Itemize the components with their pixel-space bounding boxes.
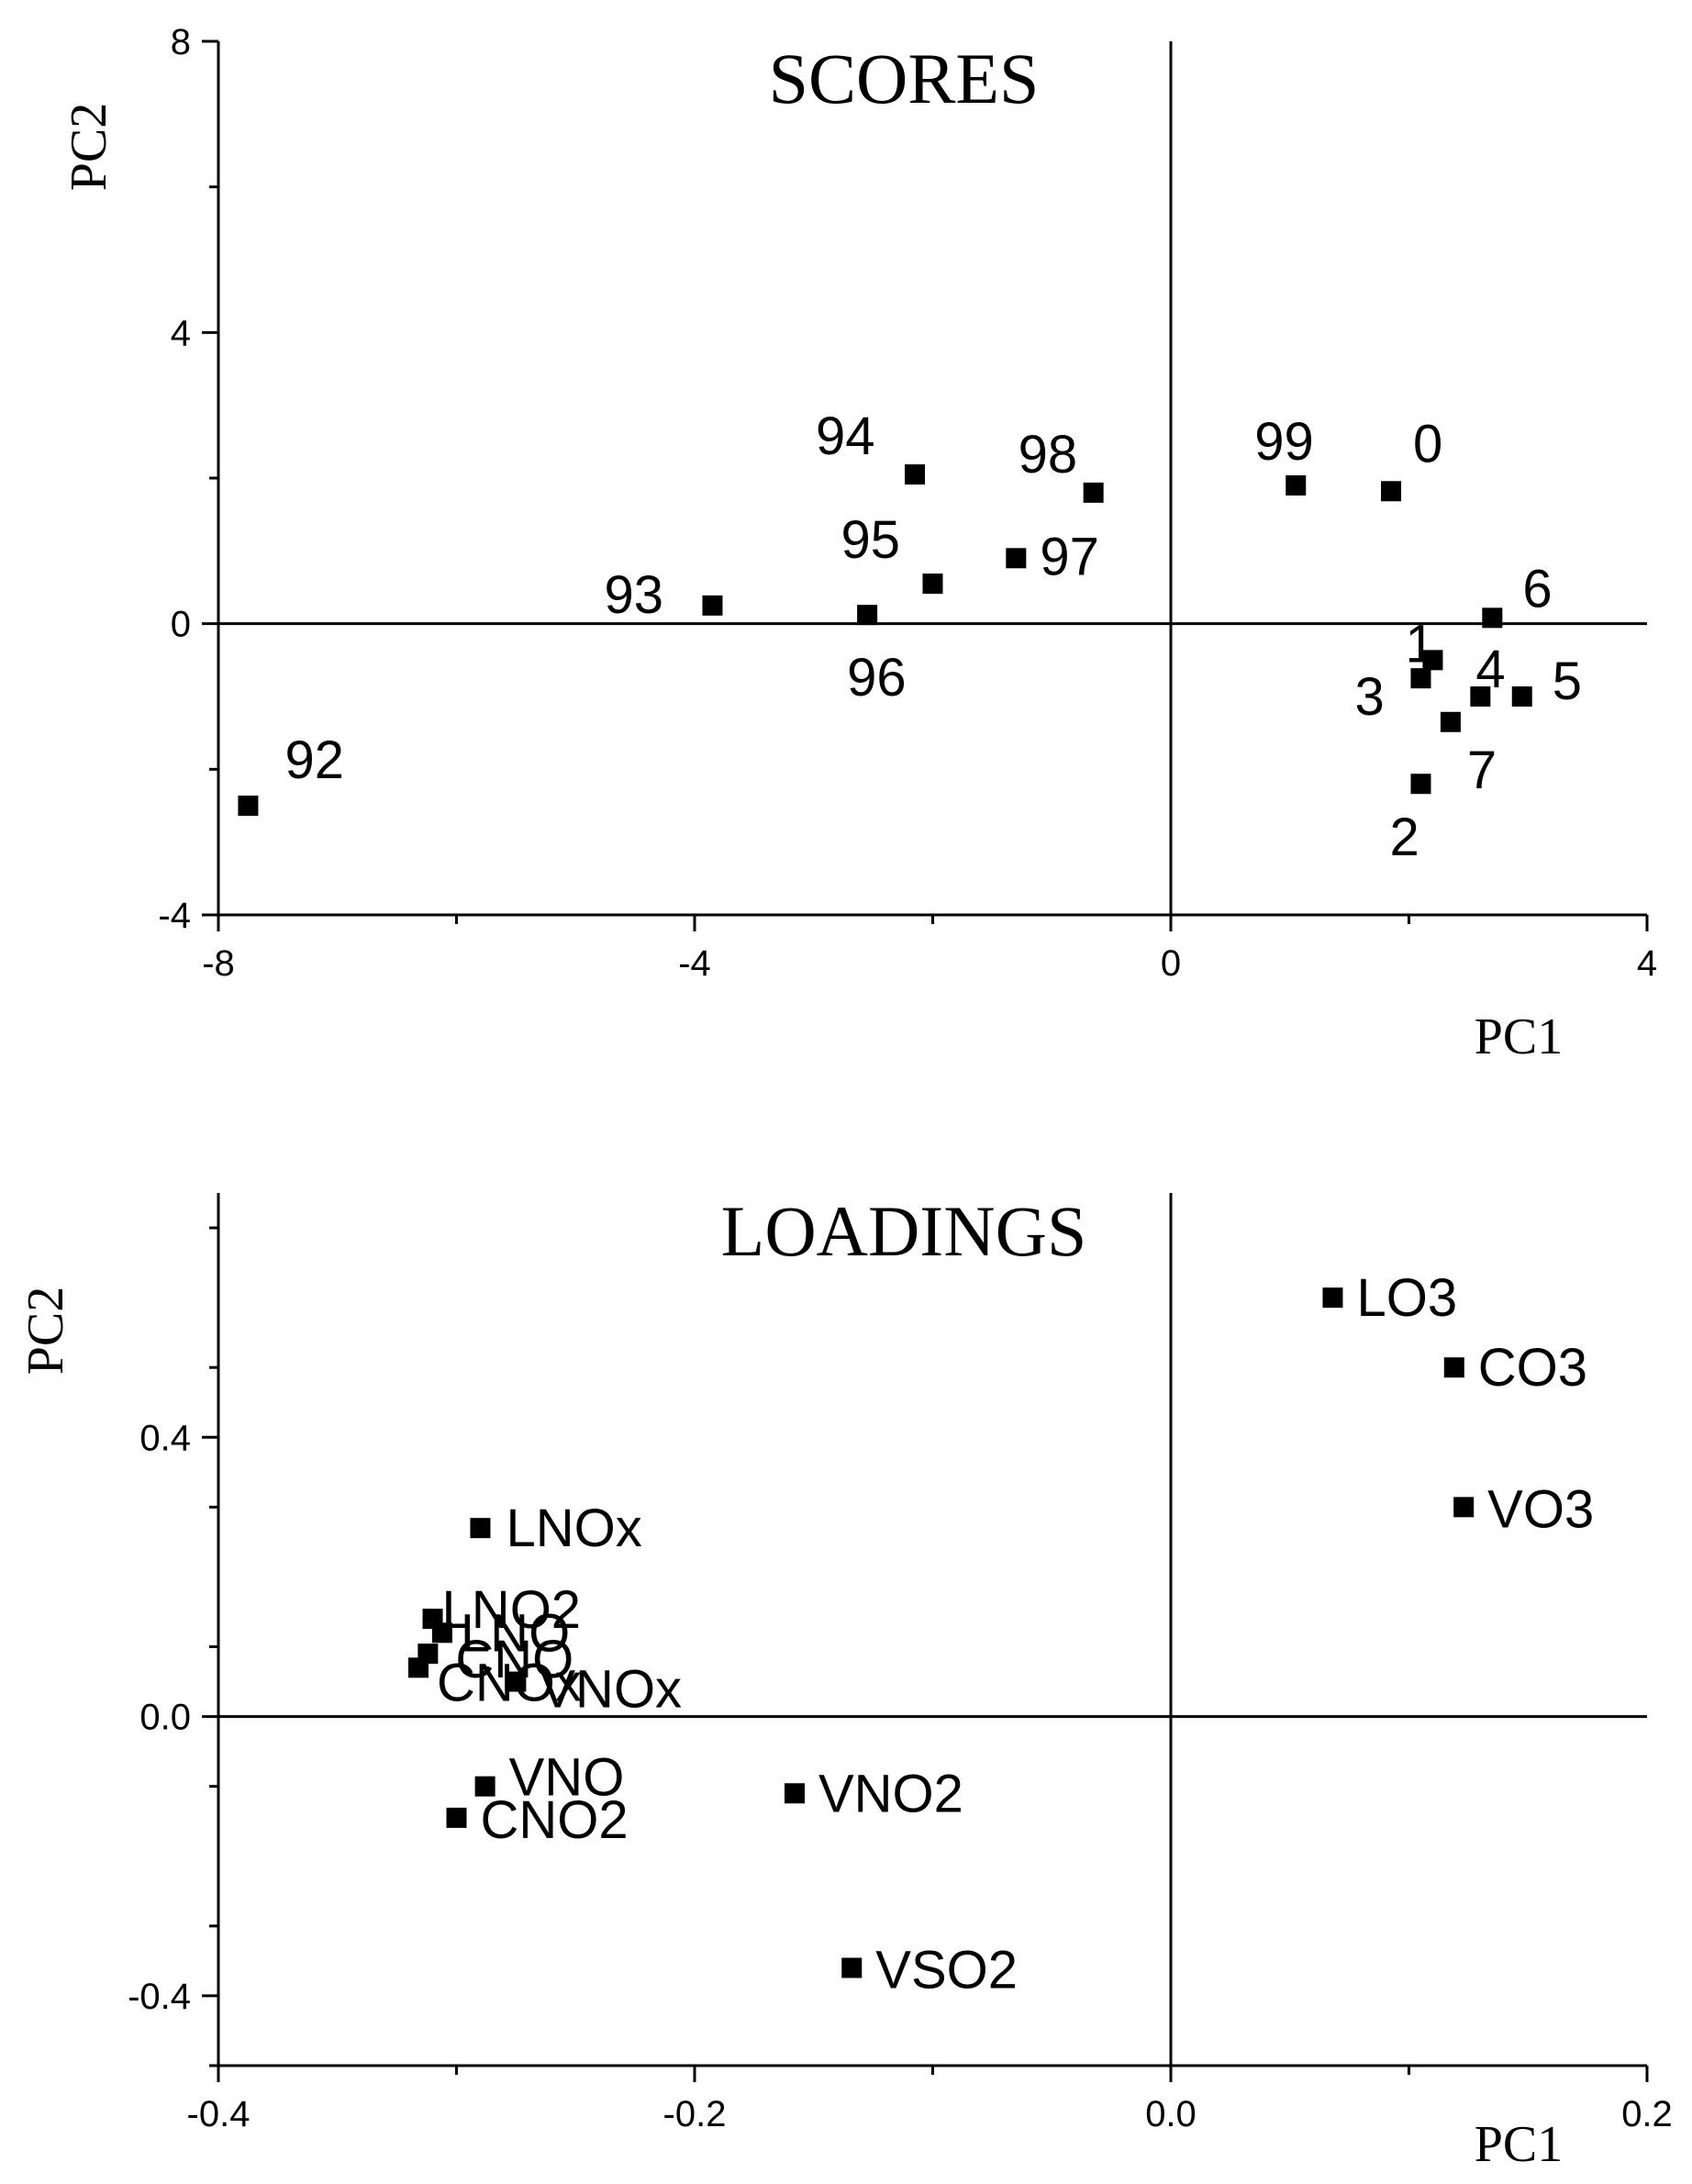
scores-x-axis-title: PC1 (1475, 1008, 1564, 1065)
scores-point-96 (857, 605, 878, 626)
scores-point-label-5: 5 (1553, 652, 1582, 711)
loadings-x-axis-title: PC1 (1475, 2116, 1564, 2173)
scores-point-0 (1381, 481, 1402, 502)
scores-point-label-92: 92 (284, 730, 344, 790)
loadings-point-LO3 (1322, 1287, 1343, 1309)
scores-point-3 (1410, 668, 1431, 689)
scores-y-tick-label: 0 (171, 605, 191, 645)
scores-point-label-99: 99 (1254, 412, 1314, 472)
loadings-point-label-VSO2: VSO2 (875, 1940, 1018, 2000)
loadings-point-label-LNO: LNO (461, 1603, 570, 1663)
loadings-panel: -0.4 -0.2 0.0 0.2 -0.4 0.0 0.4 LO3 CO3 VO3 LNOx LN… (17, 1191, 1673, 2173)
loadings-points: LO3CO3VO3LNOxLNO2LNOCNOCNOxVNOxVNOCNO2VN… (407, 1268, 1594, 2000)
scores-x-tick-label: 0 (1161, 943, 1181, 984)
scores-point-2 (1410, 774, 1431, 795)
loadings-y-axis-title: PC2 (17, 1287, 74, 1376)
scores-point-1 (1422, 650, 1443, 671)
scores-point-label-1: 1 (1405, 614, 1434, 674)
loadings-y-tick-label: -0.4 (128, 1977, 191, 2017)
scores-point-98 (1083, 482, 1104, 503)
loadings-x-tick-label: -0.2 (663, 2094, 727, 2134)
scores-point-99 (1286, 474, 1307, 496)
loadings-point-label-VO3: VO3 (1487, 1479, 1594, 1539)
scores-point-94 (905, 464, 926, 485)
loadings-point-VNO2 (784, 1783, 805, 1804)
scores-point-4 (1470, 686, 1491, 707)
scores-point-7 (1440, 711, 1461, 732)
scores-points: 92 93 94 95 96 97 98 99 0 1 2 3 4 56 7 (238, 407, 1582, 867)
loadings-ticks: -0.4 -0.2 0.0 0.2 -0.4 0.0 0.4 (128, 1226, 1673, 2134)
loadings-title: LOADINGS (721, 1191, 1087, 1271)
scores-point-5 (1511, 686, 1532, 707)
loadings-point-label-CNO2: CNO2 (481, 1790, 629, 1850)
loadings-x-tick-label: -0.4 (187, 2094, 250, 2134)
loadings-point-LNO (431, 1622, 452, 1644)
loadings-y-tick-label: 0.4 (139, 1418, 191, 1458)
loadings-x-tick-label: 0.2 (1621, 2094, 1673, 2134)
loadings-point-label-LNOx: LNOx (506, 1499, 641, 1558)
scores-x-tick-label: -4 (678, 943, 711, 984)
loadings-point-VNOx (506, 1671, 527, 1692)
scores-title: SCORES (769, 39, 1040, 118)
scores-point-label-96: 96 (847, 648, 907, 708)
scores-point-label-3: 3 (1354, 667, 1384, 727)
scores-point-label-2: 2 (1389, 808, 1419, 867)
scores-point-6 (1482, 607, 1503, 629)
loadings-point-CNO2 (446, 1807, 467, 1828)
loadings-y-tick-label: 0.0 (139, 1698, 191, 1738)
scores-x-tick-label: 4 (1637, 943, 1657, 984)
loadings-point-VSO2 (841, 1957, 863, 1978)
scores-point-label-98: 98 (1019, 425, 1078, 485)
scores-point-label-94: 94 (816, 407, 875, 466)
loadings-point-label-VNO2: VNO2 (818, 1764, 963, 1823)
loadings-point-CNOx (407, 1657, 429, 1678)
loadings-point-label-CO3: CO3 (1478, 1338, 1587, 1398)
loadings-point-label-VNOx: VNOx (540, 1660, 682, 1720)
scores-point-92 (238, 796, 259, 816)
scores-point-95 (922, 574, 943, 595)
scores-point-label-6: 6 (1522, 559, 1552, 618)
scores-point-label-93: 93 (604, 565, 663, 625)
loadings-point-VNO (474, 1776, 495, 1797)
loadings-point-VO3 (1453, 1497, 1475, 1518)
loadings-point-label-LNO2: LNO2 (442, 1580, 582, 1640)
scores-point-label-97: 97 (1040, 527, 1099, 586)
scores-point-label-0: 0 (1413, 414, 1442, 474)
scores-point-97 (1006, 548, 1027, 569)
loadings-point-label-VNO: VNO (509, 1748, 625, 1808)
loadings-point-CO3 (1443, 1357, 1464, 1378)
loadings-point-label-LO3: LO3 (1356, 1268, 1457, 1328)
scores-point-label-7: 7 (1467, 741, 1497, 800)
loadings-point-LNOx (470, 1518, 491, 1539)
scores-point-label-95: 95 (841, 510, 901, 570)
loadings-x-tick-label: 0.0 (1145, 2094, 1197, 2134)
scores-y-tick-label: -4 (158, 896, 191, 936)
scores-y-tick-label: 8 (171, 22, 191, 62)
scores-ticks: -8 -4 0 4 -4 0 4 8 (158, 22, 1657, 984)
scores-x-tick-label: -8 (202, 943, 235, 984)
scores-point-label-4: 4 (1475, 640, 1505, 699)
scores-point-93 (702, 595, 723, 616)
scores-y-axis-title: PC2 (61, 103, 117, 192)
scores-y-tick-label: 4 (171, 313, 191, 353)
